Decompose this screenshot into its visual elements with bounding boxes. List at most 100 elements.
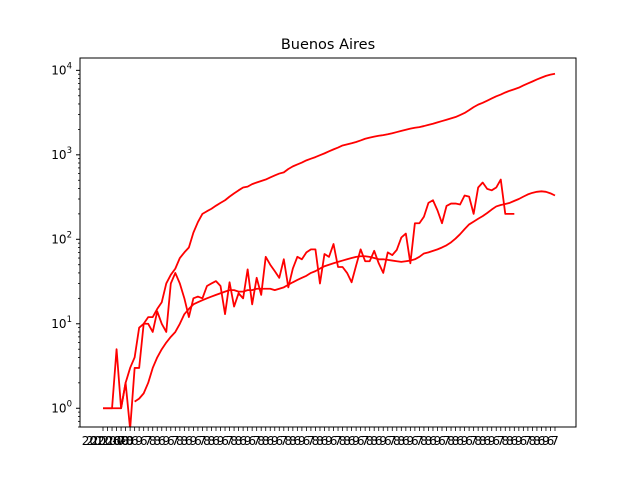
x-tick-label: 9 <box>271 434 279 448</box>
x-tick-label: 6 <box>158 434 166 448</box>
y-tick-label: 102 <box>51 230 72 246</box>
x-tick-label: 6 <box>438 434 446 448</box>
x-tick-label: 9 <box>488 434 496 448</box>
x-tick-label: 8 <box>208 434 216 448</box>
x-tick-label: 6 <box>212 434 220 448</box>
x-tick-label: 8 <box>339 434 347 448</box>
x-tick-label: 7 <box>117 434 125 448</box>
x-tick-label: 9 <box>407 434 415 448</box>
y-tick-label: 100 <box>51 399 72 415</box>
x-tick-label: 7 <box>551 434 559 448</box>
x-tick-label: 6 <box>429 434 437 448</box>
x-tick-label: 8 <box>230 434 238 448</box>
x-tick-label: 8 <box>181 434 189 448</box>
x-tick-label: 9 <box>434 434 442 448</box>
series-layer <box>103 72 556 427</box>
x-tick-label: 8 <box>126 434 134 448</box>
x-tick-label: 7 <box>199 434 207 448</box>
x-tick-label: 6 <box>194 434 202 448</box>
y-tick-label: 101 <box>51 315 72 331</box>
x-tick-label: 9 <box>352 434 360 448</box>
x-tick-label: 8 <box>479 434 487 448</box>
x-tick-label: 6 <box>510 434 518 448</box>
x-tick-label: 6 <box>185 434 193 448</box>
x-tick-label: 7 <box>144 434 152 448</box>
x-tick-label: 7 <box>307 434 315 448</box>
x-tick-label: 7 <box>226 434 234 448</box>
x-tick-label: 8 <box>122 434 130 448</box>
x-tick-label: 8 <box>203 434 211 448</box>
x-tick-label: 6 <box>294 434 302 448</box>
x-tick-label: 6 <box>221 434 229 448</box>
x-tick-label: 7 <box>388 434 396 448</box>
x-tick-label: 8 <box>284 434 292 448</box>
x-tick-label: 9 <box>244 434 252 448</box>
x-tick-label: 7 <box>171 434 179 448</box>
x-tick-label: 6 <box>275 434 283 448</box>
x-tick-label: 6 <box>384 434 392 448</box>
x-tick-label: 6 <box>303 434 311 448</box>
axes-frame <box>79 57 577 428</box>
x-tick-label: 6 <box>239 434 247 448</box>
x-tick-label: 8 <box>176 434 184 448</box>
x-tick-label: 8 <box>533 434 541 448</box>
x-tick-label: 9 <box>190 434 198 448</box>
x-tick-label: 6 <box>492 434 500 448</box>
x-axis: 2020-02020-02020-06788696788696788696788… <box>82 427 559 448</box>
series-line-3 <box>134 190 556 403</box>
x-tick-label: 9 <box>298 434 306 448</box>
x-tick-label: 7 <box>253 434 261 448</box>
x-tick-label: 9 <box>135 434 143 448</box>
x-tick-label: 6 <box>321 434 329 448</box>
x-tick-label: 8 <box>506 434 514 448</box>
x-tick-label: 7 <box>361 434 369 448</box>
x-tick-label: 6 <box>456 434 464 448</box>
x-tick-label: 7 <box>280 434 288 448</box>
x-tick-label: 6 <box>248 434 256 448</box>
x-tick-label: 9 <box>325 434 333 448</box>
x-tick-label: 2020-0 <box>82 434 125 448</box>
x-tick-label: 6 <box>483 434 491 448</box>
x-tick-label: 8 <box>257 434 265 448</box>
x-tick-label: 6 <box>547 434 555 448</box>
series-line-1 <box>103 72 556 410</box>
x-tick-label: 7 <box>334 434 342 448</box>
x-tick-label: 6 <box>375 434 383 448</box>
x-tick-label: 7 <box>470 434 478 448</box>
x-tick-label: 8 <box>149 434 157 448</box>
y-tick-label: 104 <box>51 61 72 77</box>
x-tick-label: 6 <box>538 434 546 448</box>
x-tick-label: 7 <box>416 434 424 448</box>
x-tick-label: 6 <box>402 434 410 448</box>
x-tick-label: 6 <box>131 434 139 448</box>
x-tick-label: 8 <box>393 434 401 448</box>
x-tick-label: 7 <box>524 434 532 448</box>
x-tick-label: 8 <box>501 434 509 448</box>
x-tick-label: 8 <box>474 434 482 448</box>
x-tick-label: 2020-0 <box>91 434 134 448</box>
x-tick-label: 8 <box>312 434 320 448</box>
x-tick-label: 8 <box>452 434 460 448</box>
x-tick-label: 9 <box>515 434 523 448</box>
x-tick-label: 6 <box>520 434 528 448</box>
x-tick-label: 8 <box>289 434 297 448</box>
x-tick-label: 8 <box>316 434 324 448</box>
x-tick-label: 8 <box>397 434 405 448</box>
x-tick-label: 9 <box>162 434 170 448</box>
x-tick-label: 8 <box>366 434 374 448</box>
x-tick-label: 6 <box>140 434 148 448</box>
x-tick-label: 6 <box>330 434 338 448</box>
x-tick-label: 6 <box>465 434 473 448</box>
x-tick-label: 9 <box>542 434 550 448</box>
x-tick-label: 2020-0 <box>86 434 129 448</box>
y-tick-label: 103 <box>51 146 72 162</box>
x-tick-label: 8 <box>262 434 270 448</box>
x-tick-label: 8 <box>529 434 537 448</box>
x-tick-label: 6 <box>348 434 356 448</box>
x-tick-label: 6 <box>411 434 419 448</box>
x-tick-label: 8 <box>153 434 161 448</box>
x-tick-label: 8 <box>420 434 428 448</box>
x-tick-label: 8 <box>370 434 378 448</box>
x-tick-label: 8 <box>235 434 243 448</box>
